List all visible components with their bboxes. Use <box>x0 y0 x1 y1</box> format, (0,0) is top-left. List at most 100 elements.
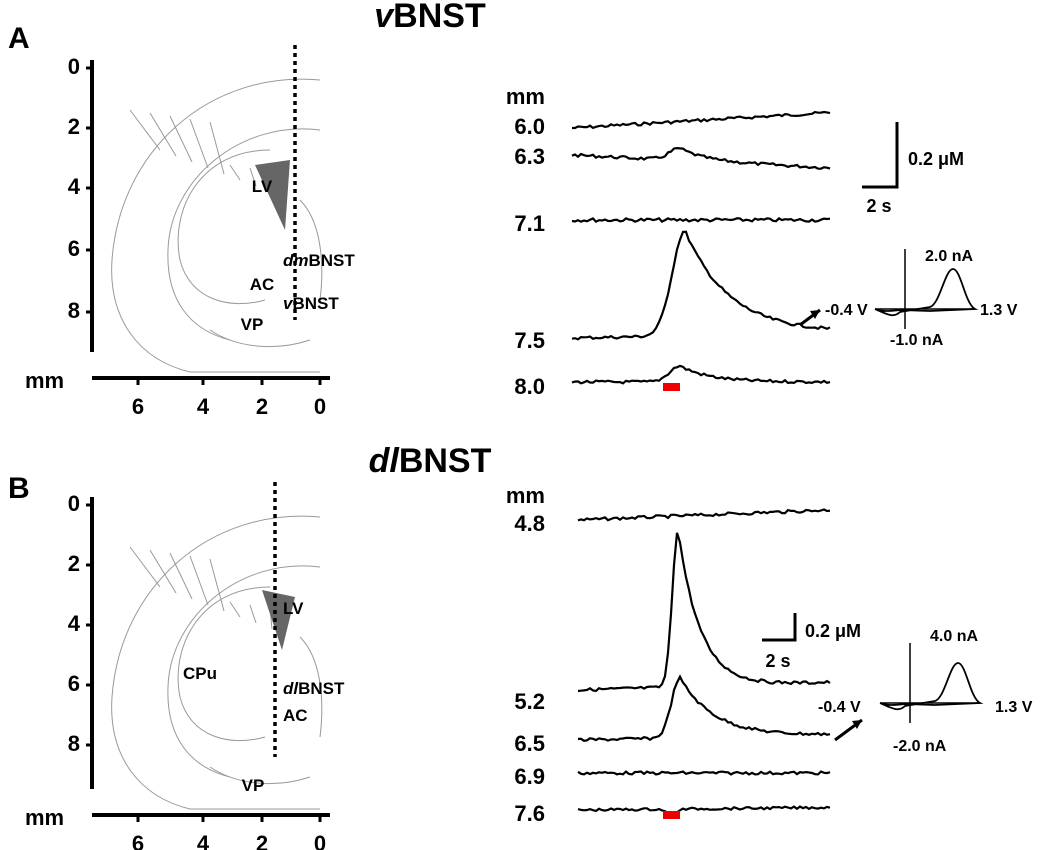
scale-bar <box>762 613 797 642</box>
trace <box>577 508 831 522</box>
scale-conc: 0.2 μM <box>908 149 964 169</box>
outline <box>111 515 321 810</box>
region-label: LV <box>252 177 273 196</box>
y-tick-label: 8 <box>68 731 80 756</box>
region-label-text: CPu <box>183 664 217 683</box>
striatum <box>177 586 271 742</box>
trace <box>571 146 831 170</box>
x-tick-label: 2 <box>256 831 268 850</box>
cortex-line <box>149 549 177 594</box>
outline <box>111 78 321 373</box>
cortex-line <box>129 109 161 151</box>
cortex <box>167 128 321 341</box>
panel-label: A <box>8 22 30 55</box>
region-label-text: AC <box>283 706 308 725</box>
ventricle <box>262 590 295 650</box>
cv-left: -0.4 V <box>818 699 861 716</box>
region-label-text: VP <box>241 315 264 334</box>
x-unit: mm <box>25 805 64 830</box>
region-label: VP <box>241 315 264 334</box>
cortex-line <box>209 558 225 612</box>
y-tick-label: 2 <box>68 114 80 139</box>
cortex-line <box>249 604 257 624</box>
region-label-text: BNST <box>309 251 356 270</box>
trace <box>577 805 831 818</box>
cortex-line <box>169 115 193 163</box>
panel-title: dlBNST <box>369 442 492 480</box>
depth-label: 5.2 <box>514 689 545 714</box>
depth-label: 6.5 <box>514 731 545 756</box>
panel-title-text: BNST <box>399 442 492 480</box>
x-tick-label: 0 <box>314 394 326 419</box>
trace <box>571 364 831 385</box>
trace <box>571 217 831 224</box>
cv-right: 1.3 V <box>995 699 1033 716</box>
y-tick-label: 8 <box>68 298 80 323</box>
y-tick-label: 2 <box>68 551 80 576</box>
region-label: CPu <box>183 664 217 683</box>
x-tick-label: 6 <box>132 831 144 850</box>
x-tick-label: 0 <box>314 831 326 850</box>
stimulus <box>663 811 680 819</box>
region-label: vBNST <box>283 294 339 313</box>
cv-bottom: -2.0 nA <box>893 738 947 755</box>
depth-label: 6.9 <box>514 764 545 789</box>
trace <box>577 770 831 776</box>
depth-label: 7.1 <box>514 211 545 236</box>
y-tick-label: 0 <box>68 54 80 79</box>
panel-title-text: BNST <box>393 0 486 35</box>
cortex-line <box>209 121 225 175</box>
region-label: dmBNST <box>283 251 355 270</box>
y-tick-label: 0 <box>68 491 80 516</box>
scale-time: 2 s <box>765 651 790 671</box>
cortex-line <box>129 546 161 588</box>
subcortex <box>209 199 323 347</box>
depth-label: 7.6 <box>514 801 545 826</box>
trace <box>577 532 831 693</box>
scale-bar <box>862 122 899 189</box>
cortex-line <box>189 555 209 606</box>
panel-title-italic: v <box>374 0 395 35</box>
cortex-line <box>189 118 209 169</box>
depth-label: 8.0 <box>514 374 545 399</box>
x-unit: mm <box>25 368 64 393</box>
depth-label: 4.8 <box>514 511 545 536</box>
arrow-head <box>852 720 862 729</box>
y-tick-label: 6 <box>68 671 80 696</box>
trace <box>571 230 831 341</box>
x-tick-label: 6 <box>132 394 144 419</box>
panel-label: B <box>8 472 30 505</box>
x-tick-label: 4 <box>197 831 210 850</box>
region-label-italic: dm <box>283 251 309 270</box>
depth-unit: mm <box>506 84 545 109</box>
depth-label: 6.0 <box>514 114 545 139</box>
region-label: LV <box>283 599 304 618</box>
cortex-line <box>229 164 241 181</box>
region-label: VP <box>242 776 265 795</box>
striatum <box>177 149 271 305</box>
stimulus <box>663 383 680 391</box>
region-label-italic: dl <box>283 679 299 698</box>
y-tick-label: 4 <box>68 174 81 199</box>
region-label-text: BNST <box>292 294 339 313</box>
region-label: AC <box>250 275 275 294</box>
depth-label: 6.3 <box>514 144 545 169</box>
cv-curve <box>879 662 984 711</box>
region-label-text: LV <box>252 177 273 196</box>
cortex-line <box>229 601 241 618</box>
scale-time: 2 s <box>866 196 891 216</box>
x-tick-label: 4 <box>197 394 210 419</box>
ventricle <box>255 160 290 230</box>
region-label-text: LV <box>283 599 304 618</box>
cv-curve <box>874 268 979 317</box>
depth-label: 7.5 <box>514 328 545 353</box>
cv-right: 1.3 V <box>980 302 1018 319</box>
cortex-line <box>169 552 193 600</box>
cortex-line <box>149 112 177 157</box>
cortex <box>167 565 321 778</box>
cortex-line <box>249 167 257 187</box>
cv-top: 4.0 nA <box>930 628 978 645</box>
brain-section <box>111 515 323 810</box>
